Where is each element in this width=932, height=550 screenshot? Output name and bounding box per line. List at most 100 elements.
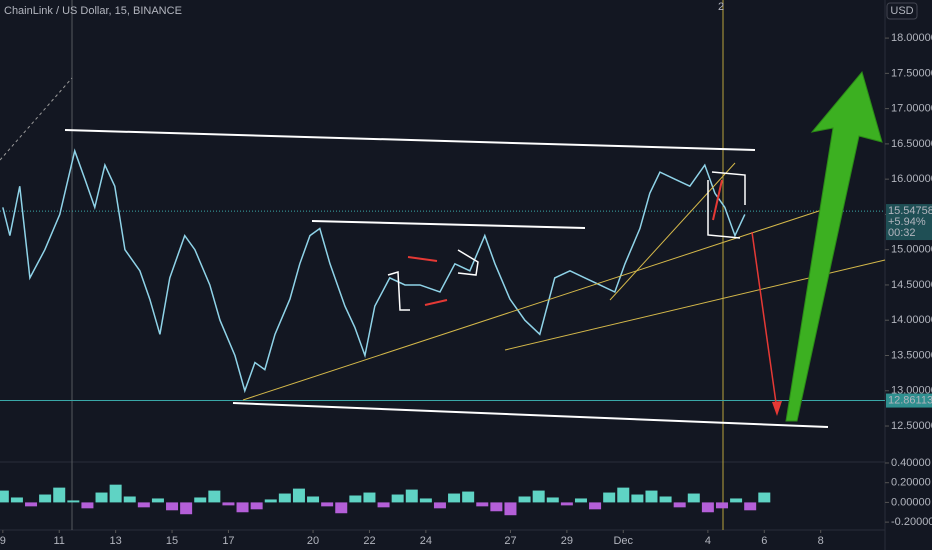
y-tick-label: -0.20000	[891, 516, 932, 528]
osc-bar	[278, 493, 291, 503]
x-tick-label: 29	[561, 535, 573, 547]
osc-bar	[490, 502, 503, 512]
chart-title: ChainLink / US Dollar, 15, BINANCE	[4, 5, 182, 17]
x-tick-label: 27	[504, 535, 516, 547]
osc-bar	[405, 489, 418, 503]
osc-bar	[81, 502, 94, 509]
osc-bar	[250, 502, 263, 510]
osc-bar	[151, 498, 164, 503]
osc-bar	[95, 492, 108, 503]
x-tick-label: 11	[54, 535, 65, 547]
x-tick-label: 17	[222, 535, 234, 547]
trend-line	[242, 207, 829, 401]
osc-bar	[462, 491, 475, 503]
osc-bar	[10, 497, 23, 503]
level-label-bg	[886, 393, 932, 408]
y-tick-label: 18.0000000	[891, 32, 932, 44]
price-axis-bg	[885, 0, 932, 550]
osc-bar	[659, 496, 672, 503]
x-tick-label: 22	[363, 535, 375, 547]
osc-bar	[335, 502, 348, 514]
osc-bar	[222, 502, 235, 506]
level-label: 12.8611375	[888, 394, 932, 406]
osc-bar	[476, 502, 489, 507]
pattern-line	[424, 299, 448, 306]
osc-bar	[53, 487, 66, 503]
osc-bar	[180, 502, 193, 515]
osc-bar	[687, 493, 700, 503]
osc-bar	[504, 502, 517, 516]
x-tick-label: 8	[818, 535, 824, 547]
y-tick-label: 0.40000	[891, 457, 931, 469]
osc-bar	[0, 490, 9, 503]
marker-label: 2	[718, 1, 724, 13]
drawings	[0, 70, 886, 428]
x-tick-label: 20	[307, 535, 319, 547]
osc-bar	[194, 497, 207, 503]
y-tick-label: 16.0000000	[891, 173, 932, 185]
currency-box	[886, 2, 918, 20]
osc-bar	[603, 492, 616, 503]
y-tick-label: 13.5000000	[891, 349, 932, 361]
osc-bar	[307, 496, 320, 503]
x-tick-label: Dec	[613, 535, 633, 547]
osc-bar	[673, 502, 686, 508]
osc-bar	[363, 492, 376, 503]
x-tick-label: 24	[420, 535, 432, 547]
osc-bar	[617, 487, 630, 503]
osc-bar	[208, 490, 221, 503]
last-price-bg	[886, 204, 932, 241]
pattern-line	[707, 180, 741, 239]
osc-bar	[349, 495, 362, 503]
osc-bar	[25, 502, 38, 507]
trend-line	[232, 402, 829, 428]
y-tick-label: 14.0000000	[891, 314, 932, 326]
x-tick-label: 15	[166, 535, 178, 547]
pattern-line	[712, 179, 723, 221]
y-tick-label: 17.5000000	[891, 67, 932, 79]
osc-bar	[730, 498, 743, 503]
osc-bar	[109, 484, 122, 503]
countdown-label: 00:32	[888, 227, 916, 239]
trend-line	[0, 77, 73, 161]
osc-bar	[39, 494, 52, 503]
x-tick-label: 9	[0, 535, 6, 547]
price-line	[2, 148, 746, 394]
osc-bar	[574, 498, 587, 503]
pattern-line	[387, 271, 410, 311]
arrow	[751, 231, 778, 411]
x-tick-label: 13	[110, 535, 122, 547]
osc-bar	[448, 493, 461, 503]
change-label: +5.94%	[888, 216, 926, 228]
osc-bar	[123, 496, 136, 503]
osc-bar	[236, 502, 249, 513]
trend-line	[609, 162, 736, 301]
currency: USD	[890, 5, 913, 17]
osc-bar	[532, 490, 545, 503]
osc-bar	[433, 502, 446, 509]
trend-line	[311, 220, 586, 229]
osc-bar	[546, 497, 559, 503]
x-tick-label: 4	[705, 535, 711, 547]
osc-bar	[67, 500, 80, 503]
osc-bar	[631, 494, 644, 503]
osc-bar	[377, 502, 390, 508]
osc-bar	[321, 502, 334, 507]
arrow	[785, 70, 883, 422]
osc-bar	[744, 502, 757, 511]
osc-bar	[645, 490, 658, 503]
last-price-label: 15.5475860	[888, 205, 932, 217]
osc-bar	[166, 502, 179, 511]
y-tick-label: 0.00000	[891, 496, 931, 508]
trend-line	[64, 129, 756, 151]
osc-bar	[560, 502, 573, 506]
y-tick-label: 17.0000000	[891, 103, 932, 115]
pattern-line	[457, 249, 479, 276]
osc-bar	[701, 502, 714, 513]
osc-bar	[518, 496, 531, 503]
osc-bar	[391, 494, 404, 503]
y-tick-label: 0.20000	[891, 477, 931, 489]
y-tick-label: 16.5000000	[891, 138, 932, 150]
osc-bar	[264, 499, 277, 503]
